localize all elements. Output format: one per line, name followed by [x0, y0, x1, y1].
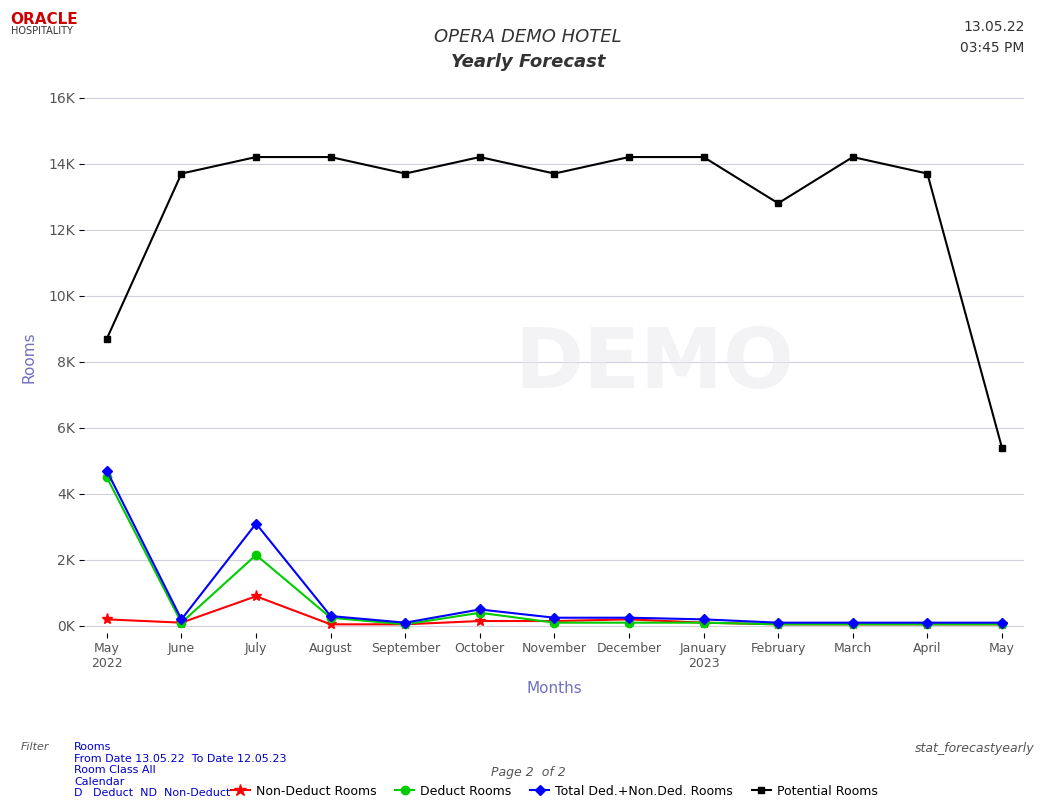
Deduct Rooms — [175, 618, 188, 628]
Potential Rooms — [623, 152, 636, 162]
Deduct Rooms — [847, 620, 860, 629]
Total Ded.+Non.Ded. Rooms — [249, 519, 262, 529]
Total Ded.+Non.Ded. Rooms — [473, 604, 486, 614]
Total Ded.+Non.Ded. Rooms — [996, 618, 1008, 628]
Potential Rooms — [100, 334, 113, 344]
Total Ded.+Non.Ded. Rooms — [921, 618, 934, 628]
Line: Deduct Rooms: Deduct Rooms — [102, 473, 1006, 629]
Deduct Rooms — [772, 620, 785, 629]
Text: OPERA DEMO HOTEL: OPERA DEMO HOTEL — [434, 28, 622, 46]
Potential Rooms — [175, 169, 188, 178]
Line: Total Ded.+Non.Ded. Rooms: Total Ded.+Non.Ded. Rooms — [103, 467, 1005, 626]
Total Ded.+Non.Ded. Rooms — [100, 466, 113, 475]
Text: stat_forecastyearly: stat_forecastyearly — [916, 742, 1035, 755]
Non-Deduct Rooms — [623, 615, 636, 624]
Potential Rooms — [324, 152, 337, 162]
Potential Rooms — [473, 152, 486, 162]
Deduct Rooms — [996, 620, 1008, 629]
Total Ded.+Non.Ded. Rooms — [697, 615, 710, 624]
Non-Deduct Rooms — [697, 618, 710, 628]
Potential Rooms — [399, 169, 412, 178]
Potential Rooms — [772, 199, 785, 208]
Line: Potential Rooms: Potential Rooms — [103, 153, 1005, 451]
Text: HOSPITALITY: HOSPITALITY — [11, 26, 73, 36]
Total Ded.+Non.Ded. Rooms — [399, 618, 412, 628]
Legend: Non-Deduct Rooms, Deduct Rooms, Total Ded.+Non.Ded. Rooms, Potential Rooms: Non-Deduct Rooms, Deduct Rooms, Total De… — [226, 780, 883, 803]
Potential Rooms — [249, 152, 262, 162]
Total Ded.+Non.Ded. Rooms — [772, 618, 785, 628]
Non-Deduct Rooms — [996, 620, 1008, 629]
Non-Deduct Rooms — [324, 620, 337, 629]
X-axis label: Months: Months — [527, 681, 582, 697]
Text: ORACLE: ORACLE — [11, 12, 78, 27]
Deduct Rooms — [473, 608, 486, 618]
Text: DEMO: DEMO — [514, 324, 795, 406]
Text: Rooms
From Date 13.05.22  To Date 12.05.23
Room Class All
Calendar
D   Deduct  N: Rooms From Date 13.05.22 To Date 12.05.2… — [74, 742, 286, 799]
Non-Deduct Rooms — [548, 616, 561, 626]
Deduct Rooms — [548, 618, 561, 628]
Total Ded.+Non.Ded. Rooms — [175, 615, 188, 624]
Total Ded.+Non.Ded. Rooms — [548, 613, 561, 623]
Deduct Rooms — [324, 613, 337, 623]
Non-Deduct Rooms — [399, 620, 412, 629]
Total Ded.+Non.Ded. Rooms — [623, 613, 636, 623]
Y-axis label: Rooms: Rooms — [22, 331, 37, 383]
Text: Yearly Forecast: Yearly Forecast — [451, 53, 605, 71]
Non-Deduct Rooms — [921, 620, 934, 629]
Deduct Rooms — [697, 618, 710, 628]
Non-Deduct Rooms — [847, 620, 860, 629]
Deduct Rooms — [399, 620, 412, 629]
Total Ded.+Non.Ded. Rooms — [324, 611, 337, 621]
Text: 13.05.22: 13.05.22 — [963, 20, 1024, 34]
Potential Rooms — [697, 152, 710, 162]
Deduct Rooms — [249, 550, 262, 560]
Deduct Rooms — [100, 473, 113, 483]
Deduct Rooms — [623, 618, 636, 628]
Text: Page 2  of 2: Page 2 of 2 — [491, 766, 565, 779]
Text: Filter: Filter — [21, 742, 50, 752]
Potential Rooms — [847, 152, 860, 162]
Total Ded.+Non.Ded. Rooms — [847, 618, 860, 628]
Potential Rooms — [996, 443, 1008, 453]
Non-Deduct Rooms — [473, 616, 486, 626]
Non-Deduct Rooms — [175, 618, 188, 628]
Potential Rooms — [921, 169, 934, 178]
Deduct Rooms — [921, 620, 934, 629]
Line: Non-Deduct Rooms: Non-Deduct Rooms — [101, 590, 1007, 630]
Non-Deduct Rooms — [249, 591, 262, 601]
Non-Deduct Rooms — [772, 620, 785, 629]
Text: 03:45 PM: 03:45 PM — [960, 41, 1024, 54]
Potential Rooms — [548, 169, 561, 178]
Non-Deduct Rooms — [100, 615, 113, 624]
